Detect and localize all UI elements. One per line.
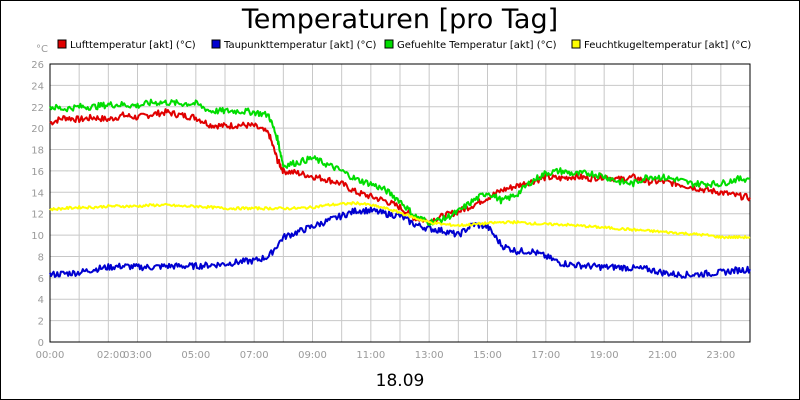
series-lines [49,98,751,279]
legend-label-0: Lufttemperatur [akt] (°C) [70,40,196,51]
x-tick-label: 09:00 [298,350,327,361]
x-tick-label: 02:00 [97,350,126,361]
x-tick-label: 19:00 [590,350,619,361]
series-line-1 [49,206,751,279]
y-tick-label: 4 [38,295,44,306]
series-line-3 [49,201,751,240]
legend: Lufttemperatur [akt] (°C) Taupunkttempera… [57,39,751,51]
series-line-2 [49,98,751,226]
x-tick-label: 17:00 [531,350,560,361]
x-tick-label: 07:00 [240,350,269,361]
x-tick-label: 05:00 [181,350,210,361]
y-tick-label: 14 [31,188,44,199]
x-tick-label: 11:00 [356,350,385,361]
plot-area-border [49,63,751,343]
legend-swatch-3 [571,39,581,49]
x-tick-label: 15:00 [473,350,502,361]
chart-title: Temperaturen [pro Tag] [241,4,558,35]
y-tick-label: 22 [31,103,44,114]
x-axis-date-label: 18.09 [376,371,425,391]
y-tick-label: 0 [38,338,44,349]
x-tick-label: 21:00 [648,350,677,361]
legend-swatch-2 [384,39,394,49]
x-tick-label: 13:00 [415,350,444,361]
y-tick-label: 12 [31,210,44,221]
y-tick-label: 6 [38,274,44,285]
y-tick-label: 26 [31,60,44,71]
legend-label-3: Feuchtkugeltemperatur [akt] (°C) [584,40,751,51]
y-tick-label: 24 [31,81,44,92]
y-tick-label: 10 [31,231,44,242]
legend-label-2: Gefuehlte Temperatur [akt] (°C) [397,40,557,51]
y-tick-label: 2 [38,317,44,328]
series-line-0 [49,108,751,226]
x-tick-label: 03:00 [123,350,152,361]
x-tick-label: 23:00 [706,350,735,361]
legend-swatch-0 [57,39,67,49]
y-axis-unit: °C [36,44,48,55]
x-tick-label: 00:00 [36,350,65,361]
y-tick-label: 20 [31,124,44,135]
y-tick-label: 18 [31,146,44,157]
legend-swatch-1 [211,39,221,49]
legend-label-1: Taupunkttemperatur [akt] (°C) [223,40,376,51]
y-tick-label: 16 [31,167,44,178]
y-tick-label: 8 [38,252,44,263]
